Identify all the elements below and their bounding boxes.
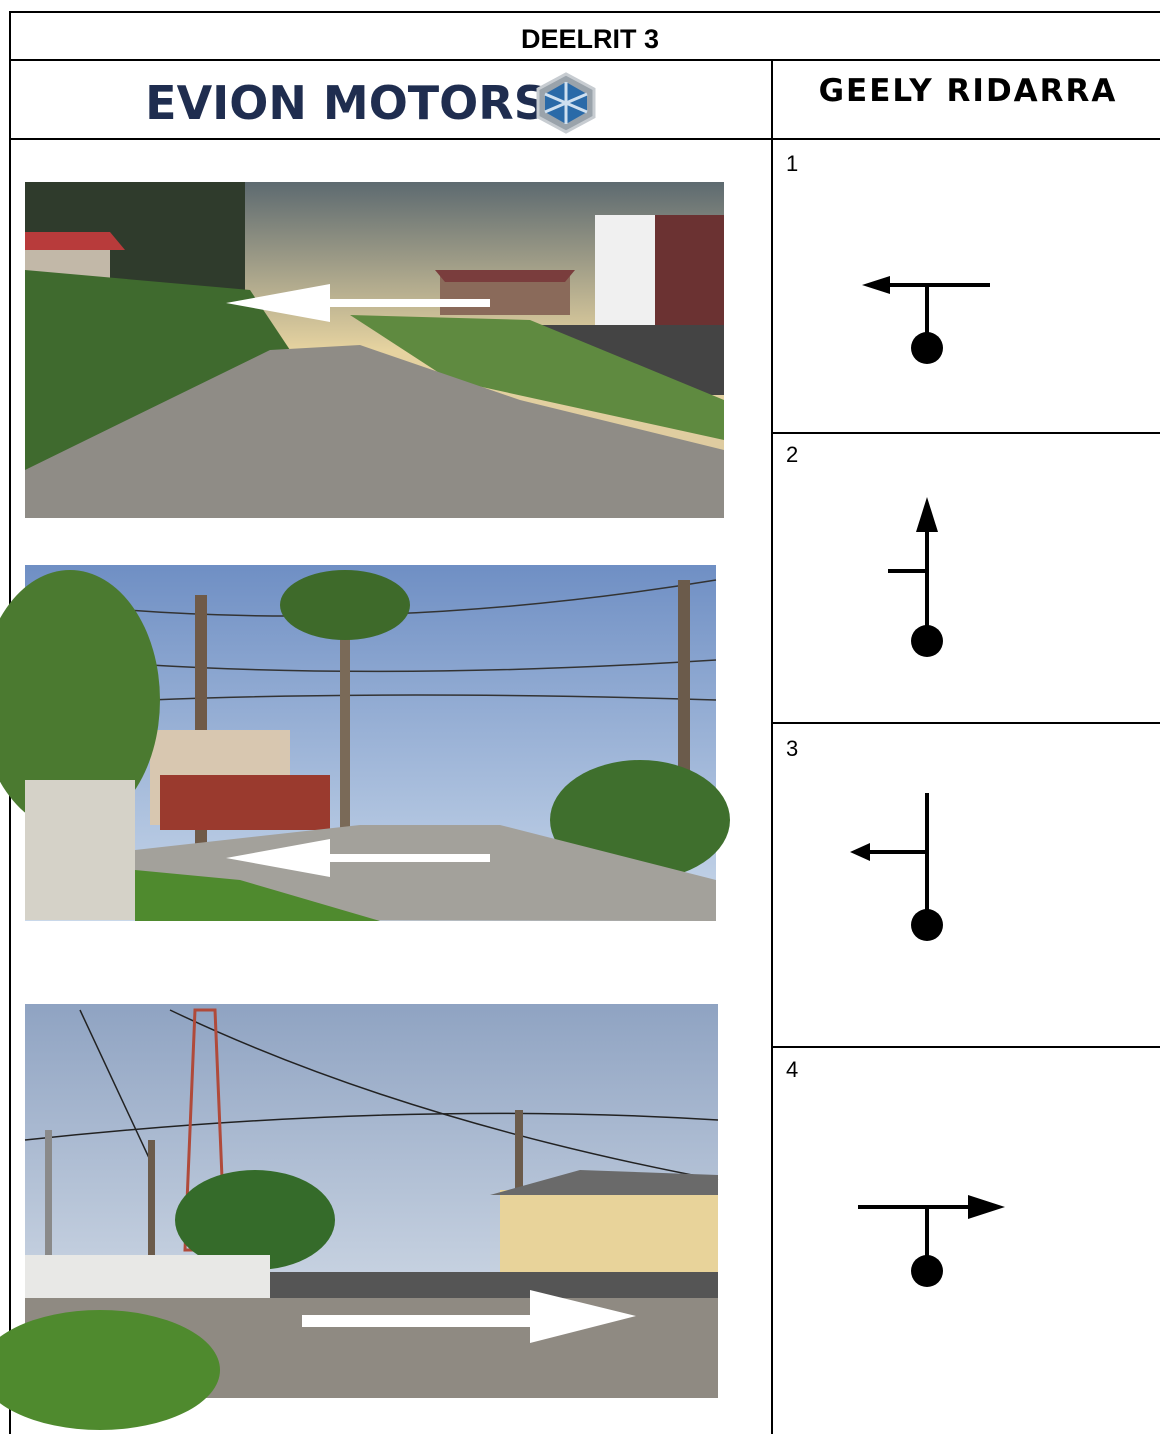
step-number: 3	[786, 736, 798, 761]
direction-icon	[858, 1195, 1005, 1287]
evion-logo-text: EVION MOTORS	[145, 76, 547, 130]
direction-icon	[850, 793, 943, 941]
photo	[0, 565, 730, 921]
document: DEELRIT 3 EVION MOTORS GEELY RIDARRA	[0, 0, 1160, 1434]
step-number: 2	[786, 442, 798, 467]
step-number: 4	[786, 1057, 798, 1082]
geely-logo-text: GEELY RIDARRA	[819, 73, 1118, 109]
direction-icon	[862, 276, 990, 364]
photo	[0, 1004, 718, 1430]
direction-icon	[888, 497, 943, 657]
table-title: DEELRIT 3	[521, 24, 659, 54]
step-number: 1	[786, 151, 798, 176]
photo	[25, 182, 724, 518]
page: DEELRIT 3 EVION MOTORS GEELY RIDARRA	[0, 0, 1160, 1434]
